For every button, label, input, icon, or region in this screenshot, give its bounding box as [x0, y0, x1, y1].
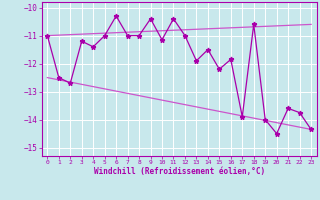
- X-axis label: Windchill (Refroidissement éolien,°C): Windchill (Refroidissement éolien,°C): [94, 167, 265, 176]
